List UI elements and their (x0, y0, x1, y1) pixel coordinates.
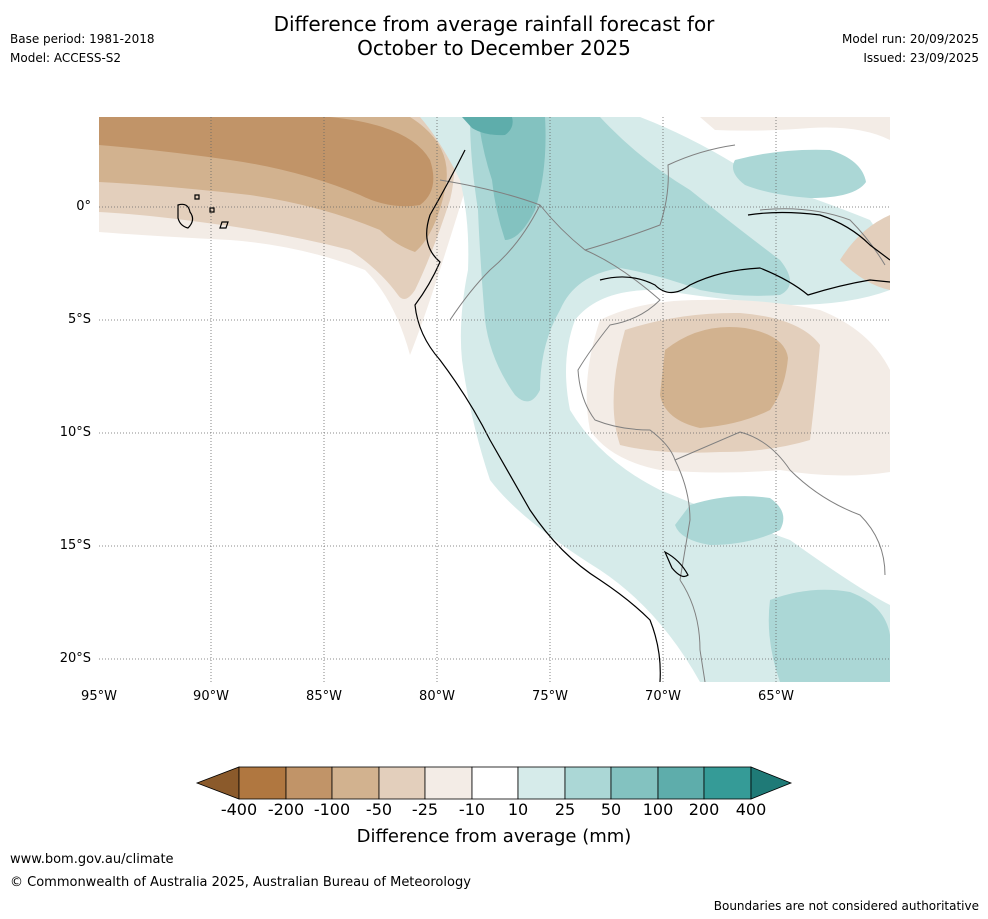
colorbar-bin (285, 766, 333, 800)
dry-anomaly-northeast-10 (700, 117, 890, 140)
colorbar-bin (424, 766, 473, 800)
lat-tick-label: 15°S (59, 538, 91, 553)
lon-tick-label: 65°W (758, 689, 794, 704)
colorbar-bin (238, 766, 287, 800)
coastline-south-america (414, 149, 661, 682)
wet-anomaly-south-25 (675, 496, 784, 545)
lon-tick-label: 80°W (419, 689, 455, 704)
colorbar (195, 766, 793, 800)
lat-tick-label: 5°S (67, 312, 91, 327)
colorbar-label: 100 (642, 800, 674, 819)
model-run-text: Model run: 20/09/2025 (841, 32, 979, 46)
coastline-amazon-river (599, 267, 890, 296)
colorbar-bin (610, 766, 659, 800)
colorbar-label: -25 (411, 800, 439, 819)
colorbar-label: -10 (458, 800, 486, 819)
colorbar-bin (657, 766, 705, 800)
colorbar-bin (331, 766, 380, 800)
colorbar-label: -400 (220, 800, 258, 819)
title-line-2: October to December 2025 (357, 36, 631, 60)
dry-anomaly-pacific-100 (99, 117, 434, 207)
issued-text: Issued: 23/09/2025 (863, 51, 979, 65)
colorbar-bin (564, 766, 612, 800)
footer-url[interactable]: www.bom.gov.au/climate (10, 852, 174, 867)
wet-anomaly-andes-50 (478, 117, 546, 240)
lon-tick-label: 90°W (193, 689, 229, 704)
gridlines (99, 117, 890, 682)
colorbar-label: -200 (267, 800, 305, 819)
colorbar-title: Difference from average (mm) (356, 826, 632, 847)
model-text: Model: ACCESS-S2 (10, 51, 122, 65)
national-borders (439, 144, 886, 682)
lon-tick-label: 70°W (645, 689, 681, 704)
wet-anomaly-andes-100 (462, 117, 513, 136)
coastline-rio-negro (747, 211, 890, 261)
colorbar-label: -100 (313, 800, 351, 819)
footer-copyright: © Commonwealth of Australia 2025, Austra… (10, 875, 471, 890)
colorbar-label: 25 (554, 800, 576, 819)
colorbar-label: -50 (365, 800, 393, 819)
dry-anomaly-northeast-25 (840, 215, 890, 290)
wet-anomaly-brazil-25 (732, 149, 866, 198)
colorbar-bin (378, 766, 426, 800)
colorbar-bin (517, 766, 566, 800)
lat-tick-label: 0° (76, 199, 91, 214)
colorbar-arrow-low (195, 766, 240, 800)
title-line-1: Difference from average rainfall forecas… (273, 12, 715, 36)
metadata-left: Base period: 1981-2018 Model: ACCESS-S2 (10, 30, 155, 68)
lake-titicaca (663, 550, 689, 578)
lat-tick-label: 10°S (59, 425, 91, 440)
dry-anomaly-amazon-50 (660, 326, 788, 428)
map-frame (99, 117, 890, 682)
metadata-right: Model run: 20/09/2025 Issued: 23/09/2025 (842, 30, 979, 68)
colorbar-label: 50 (600, 800, 622, 819)
colorbar-label: 200 (688, 800, 720, 819)
colorbar-bin (471, 766, 519, 800)
lon-tick-label: 85°W (306, 689, 342, 704)
lat-tick-label: 20°S (59, 651, 91, 666)
lon-tick-label: 75°W (532, 689, 568, 704)
wet-anomaly-southeast-25 (768, 589, 890, 682)
base-period-text: Base period: 1981-2018 (10, 32, 155, 46)
colorbar-arrow-high (750, 766, 793, 800)
colorbar-bin (703, 766, 752, 800)
colorbar-label: 400 (735, 800, 767, 819)
page-title: Difference from average rainfall forecas… (0, 12, 988, 60)
footer-disclaimer: Boundaries are not considered authoritat… (713, 899, 979, 913)
colorbar-label: 10 (507, 800, 529, 819)
galapagos-islands (177, 194, 229, 229)
lon-tick-label: 95°W (81, 689, 117, 704)
